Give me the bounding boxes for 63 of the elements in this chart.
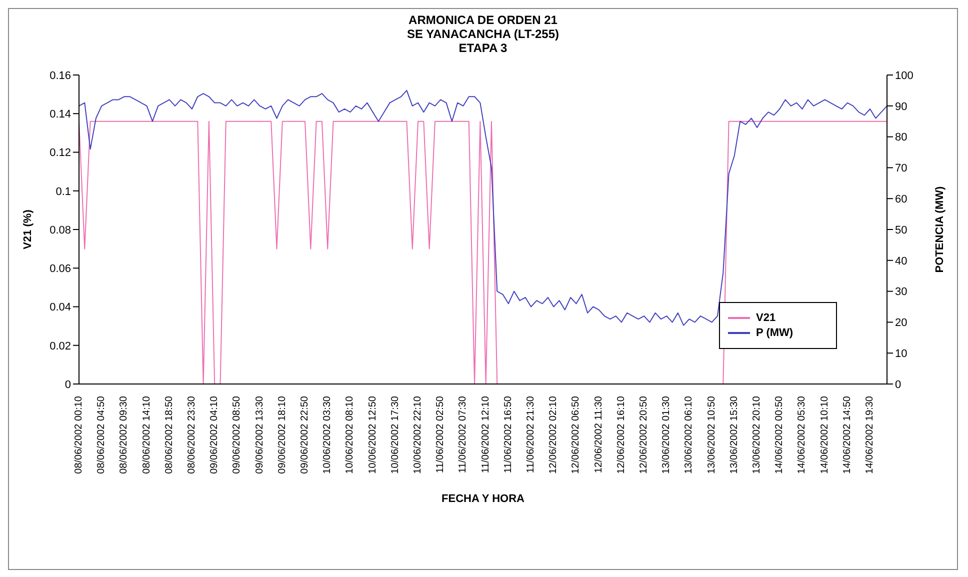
x-tick-label: 14/06/2002 19:30 bbox=[864, 396, 876, 474]
x-tick-label: 08/06/2002 09:30 bbox=[118, 396, 130, 474]
x-tick-label: 14/06/2002 10:10 bbox=[819, 396, 830, 474]
x-tick-label: 12/06/2002 06:50 bbox=[570, 396, 582, 474]
y2-tick-label: 70 bbox=[895, 162, 908, 175]
legend-label: P (MW) bbox=[756, 327, 794, 339]
y-tick-label: 0 bbox=[64, 378, 71, 391]
y-axis-title: V21 (%) bbox=[22, 209, 34, 250]
y-tick-label: 0.06 bbox=[50, 263, 71, 276]
x-tick-label: 08/06/2002 00:10 bbox=[74, 396, 84, 474]
y2-tick-label: 80 bbox=[895, 132, 908, 144]
x-tick-label: 11/06/2002 12:10 bbox=[480, 396, 492, 474]
y-tick-label: 0.12 bbox=[50, 147, 71, 160]
x-tick-label: 12/06/2002 02:10 bbox=[548, 396, 560, 474]
x-tick-label: 12/06/2002 11:30 bbox=[593, 396, 604, 474]
x-axis-title: FECHA Y HORA bbox=[442, 493, 525, 505]
x-tick-label: 08/06/2002 23:30 bbox=[186, 396, 198, 474]
x-tick-label: 13/06/2002 06:10 bbox=[684, 396, 695, 474]
x-tick-label: 12/06/2002 16:10 bbox=[616, 396, 627, 474]
y2-tick-label: 30 bbox=[895, 286, 908, 298]
x-tick-label: 13/06/2002 01:30 bbox=[661, 396, 672, 474]
y2-tick-label: 90 bbox=[895, 100, 908, 113]
x-tick-label: 14/06/2002 00:50 bbox=[774, 396, 786, 474]
x-tick-label: 10/06/2002 17:30 bbox=[390, 396, 401, 474]
x-tick-label: 13/06/2002 15:30 bbox=[728, 396, 740, 474]
y2-tick-label: 50 bbox=[895, 224, 908, 236]
y2-tick-label: 10 bbox=[895, 348, 908, 360]
x-tick-label: 12/06/2002 20:50 bbox=[638, 396, 650, 474]
x-tick-label: 08/06/2002 04:50 bbox=[96, 396, 108, 474]
x-tick-label: 10/06/2002 03:30 bbox=[322, 396, 334, 474]
line-series bbox=[78, 90, 888, 326]
x-tick-label: 10/06/2002 12:50 bbox=[367, 396, 378, 474]
x-tick-label: 14/06/2002 14:50 bbox=[842, 396, 853, 474]
x-tick-label: 09/06/2002 08:50 bbox=[232, 396, 243, 474]
y-tick-label: 0.08 bbox=[50, 224, 71, 236]
x-tick-label: 08/06/2002 14:10 bbox=[141, 396, 152, 474]
y2-tick-label: 40 bbox=[895, 255, 908, 268]
y2-tick-label: 60 bbox=[895, 194, 908, 206]
x-tick-label: 11/06/2002 07:30 bbox=[458, 396, 469, 474]
x-tick-label: 13/06/2002 10:50 bbox=[706, 396, 718, 474]
x-tick-label: 11/06/2002 16:50 bbox=[502, 396, 514, 474]
x-tick-label: 11/06/2002 21:30 bbox=[526, 396, 537, 474]
x-tick-label: 11/06/2002 02:50 bbox=[435, 396, 446, 474]
x-tick-label: 10/06/2002 22:10 bbox=[412, 396, 424, 474]
y2-axis-title: POTENCIA (MW) bbox=[934, 186, 946, 273]
x-tick-label: 09/06/2002 22:50 bbox=[300, 396, 311, 474]
y-tick-label: 0.1 bbox=[56, 186, 71, 198]
legend-label: V21 bbox=[756, 312, 776, 324]
y2-tick-label: 100 bbox=[895, 70, 914, 82]
x-tick-label: 09/06/2002 04:10 bbox=[209, 396, 220, 474]
x-tick-label: 09/06/2002 13:30 bbox=[254, 396, 266, 474]
y-tick-label: 0.16 bbox=[50, 70, 71, 82]
y-tick-label: 0.04 bbox=[50, 302, 71, 314]
chart-title: ARMONICA DE ORDEN 21 SE YANACANCHA (LT-255) ETAPA 3 bbox=[406, 13, 560, 55]
x-tick-label: 13/06/2002 20:10 bbox=[752, 396, 763, 474]
x-tick-label: 14/06/2002 05:30 bbox=[796, 396, 808, 474]
y2-tick-label: 0 bbox=[895, 378, 902, 391]
y-tick-label: 0.14 bbox=[50, 108, 71, 121]
y-tick-label: 0.02 bbox=[50, 340, 71, 352]
x-tick-label: 09/06/2002 18:10 bbox=[276, 396, 288, 474]
y2-tick-label: 20 bbox=[895, 317, 908, 330]
x-tick-label: 08/06/2002 18:50 bbox=[164, 396, 175, 474]
x-tick-label: 10/06/2002 08:10 bbox=[344, 396, 356, 474]
